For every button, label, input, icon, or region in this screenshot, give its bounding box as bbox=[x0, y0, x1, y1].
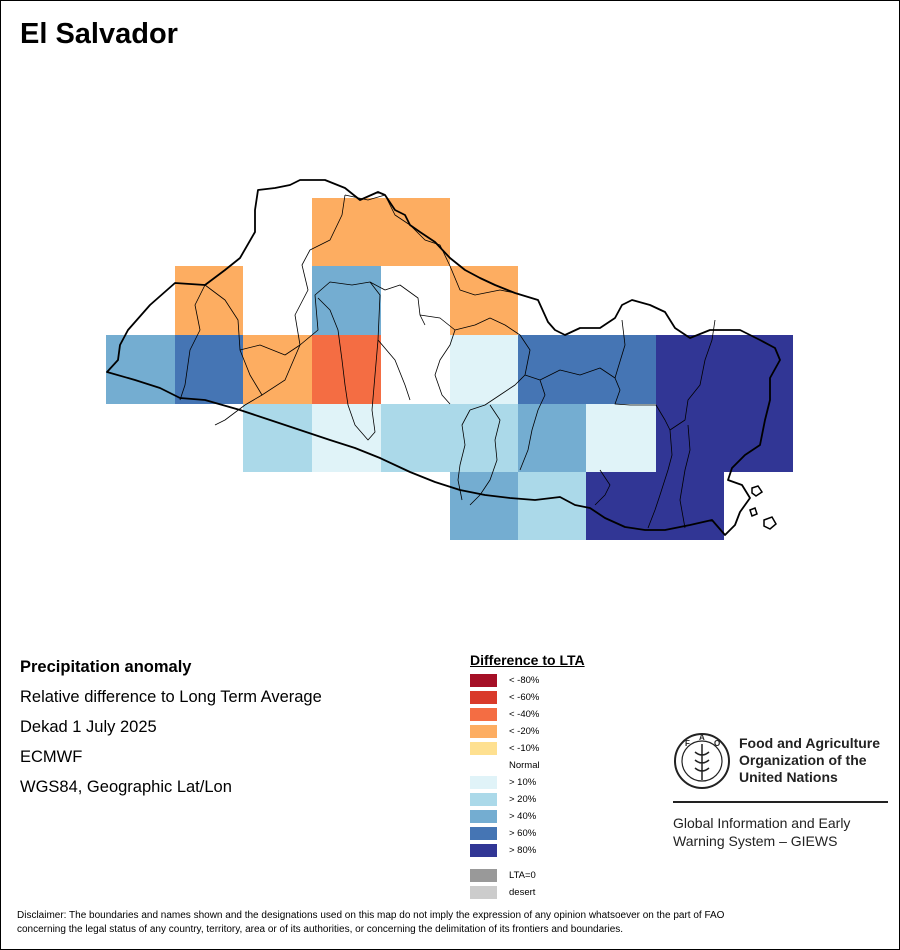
legend-label: < -40% bbox=[509, 709, 540, 720]
svg-text:A: A bbox=[699, 733, 705, 742]
legend-label: desert bbox=[509, 887, 536, 898]
legend-item: < -40% bbox=[470, 706, 640, 723]
grid-cell bbox=[243, 335, 312, 404]
system-name: Global Information and Early Warning Sys… bbox=[673, 815, 851, 849]
legend-title: Difference to LTA bbox=[470, 652, 585, 668]
legend-item: Normal bbox=[470, 757, 640, 774]
legend-swatch bbox=[470, 759, 497, 772]
grid-cell bbox=[586, 404, 656, 472]
grid-cell bbox=[518, 472, 586, 540]
legend-item: < -20% bbox=[470, 723, 640, 740]
country-outline bbox=[106, 179, 781, 536]
legend-swatch bbox=[470, 691, 497, 704]
legend: Difference to LTA < -80% < -60% < -40% < -2… bbox=[470, 652, 640, 901]
legend-item: > 20% bbox=[470, 791, 640, 808]
grid-cell bbox=[518, 335, 656, 404]
legend-swatch bbox=[470, 886, 497, 899]
grid-cell bbox=[450, 335, 518, 404]
org-name: Food and Agriculture Organization of the… bbox=[739, 735, 881, 785]
map-projection: WGS84, Geographic Lat/Lon bbox=[20, 778, 232, 796]
legend-label: > 20% bbox=[509, 794, 537, 805]
legend-item: desert bbox=[470, 884, 640, 901]
grid-cell bbox=[518, 404, 586, 472]
fao-emblem-icon: F A O bbox=[674, 733, 730, 789]
legend-label: < -20% bbox=[509, 726, 540, 737]
legend-item: > 40% bbox=[470, 808, 640, 825]
department-boundaries bbox=[179, 194, 716, 529]
grid-cell bbox=[175, 335, 243, 404]
legend-label: > 10% bbox=[509, 777, 537, 788]
legend-swatch bbox=[470, 742, 497, 755]
legend-item: > 80% bbox=[470, 842, 640, 859]
disclaimer: Disclaimer: The boundaries and names sho… bbox=[17, 910, 725, 935]
svg-text:F: F bbox=[685, 739, 690, 748]
legend-label: > 60% bbox=[509, 828, 537, 839]
anomaly-grid bbox=[106, 198, 793, 540]
grid-cell bbox=[450, 266, 518, 335]
grid-cell bbox=[175, 266, 243, 335]
legend-swatch bbox=[470, 708, 497, 721]
grid-cell bbox=[656, 335, 793, 404]
legend-swatch bbox=[470, 674, 497, 687]
map-source: ECMWF bbox=[20, 748, 83, 766]
map-measure: Relative difference to Long Term Average bbox=[20, 688, 322, 706]
grid-cell bbox=[312, 266, 381, 335]
island bbox=[751, 485, 764, 497]
legend-item: < -10% bbox=[470, 740, 640, 757]
grid-cell bbox=[656, 404, 793, 472]
legend-label: > 40% bbox=[509, 811, 537, 822]
legend-swatch bbox=[470, 869, 497, 882]
legend-label: Normal bbox=[509, 760, 540, 771]
grid-cell bbox=[312, 198, 450, 266]
legend-extra: LTA=0 desert bbox=[470, 867, 640, 901]
legend-item: > 10% bbox=[470, 774, 640, 791]
grid-cell bbox=[450, 472, 518, 540]
legend-items: < -80% < -60% < -40% < -20% < -10% Normal > 10… bbox=[470, 672, 640, 859]
island bbox=[749, 507, 758, 517]
legend-label: LTA=0 bbox=[509, 870, 536, 881]
legend-item: < -80% bbox=[470, 672, 640, 689]
legend-label: < -80% bbox=[509, 675, 540, 686]
legend-swatch bbox=[470, 725, 497, 738]
map-title: El Salvador bbox=[20, 18, 178, 50]
legend-item: < -60% bbox=[470, 689, 640, 706]
island bbox=[763, 516, 777, 530]
legend-swatch bbox=[470, 810, 497, 823]
legend-label: < -60% bbox=[509, 692, 540, 703]
legend-label: < -10% bbox=[509, 743, 540, 754]
legend-item: > 60% bbox=[470, 825, 640, 842]
legend-label: > 80% bbox=[509, 845, 537, 856]
map-subject: Precipitation anomaly bbox=[20, 658, 192, 676]
legend-item: LTA=0 bbox=[470, 867, 640, 884]
legend-swatch bbox=[470, 776, 497, 789]
legend-swatch bbox=[470, 827, 497, 840]
map-info: Precipitation anomaly Relative differenc… bbox=[20, 656, 322, 806]
grid-cell bbox=[381, 404, 518, 472]
legend-swatch bbox=[470, 844, 497, 857]
svg-text:O: O bbox=[714, 739, 720, 748]
logo-divider bbox=[673, 801, 888, 803]
legend-swatch bbox=[470, 793, 497, 806]
grid-cell bbox=[106, 335, 175, 404]
map-period: Dekad 1 July 2025 bbox=[20, 718, 157, 736]
